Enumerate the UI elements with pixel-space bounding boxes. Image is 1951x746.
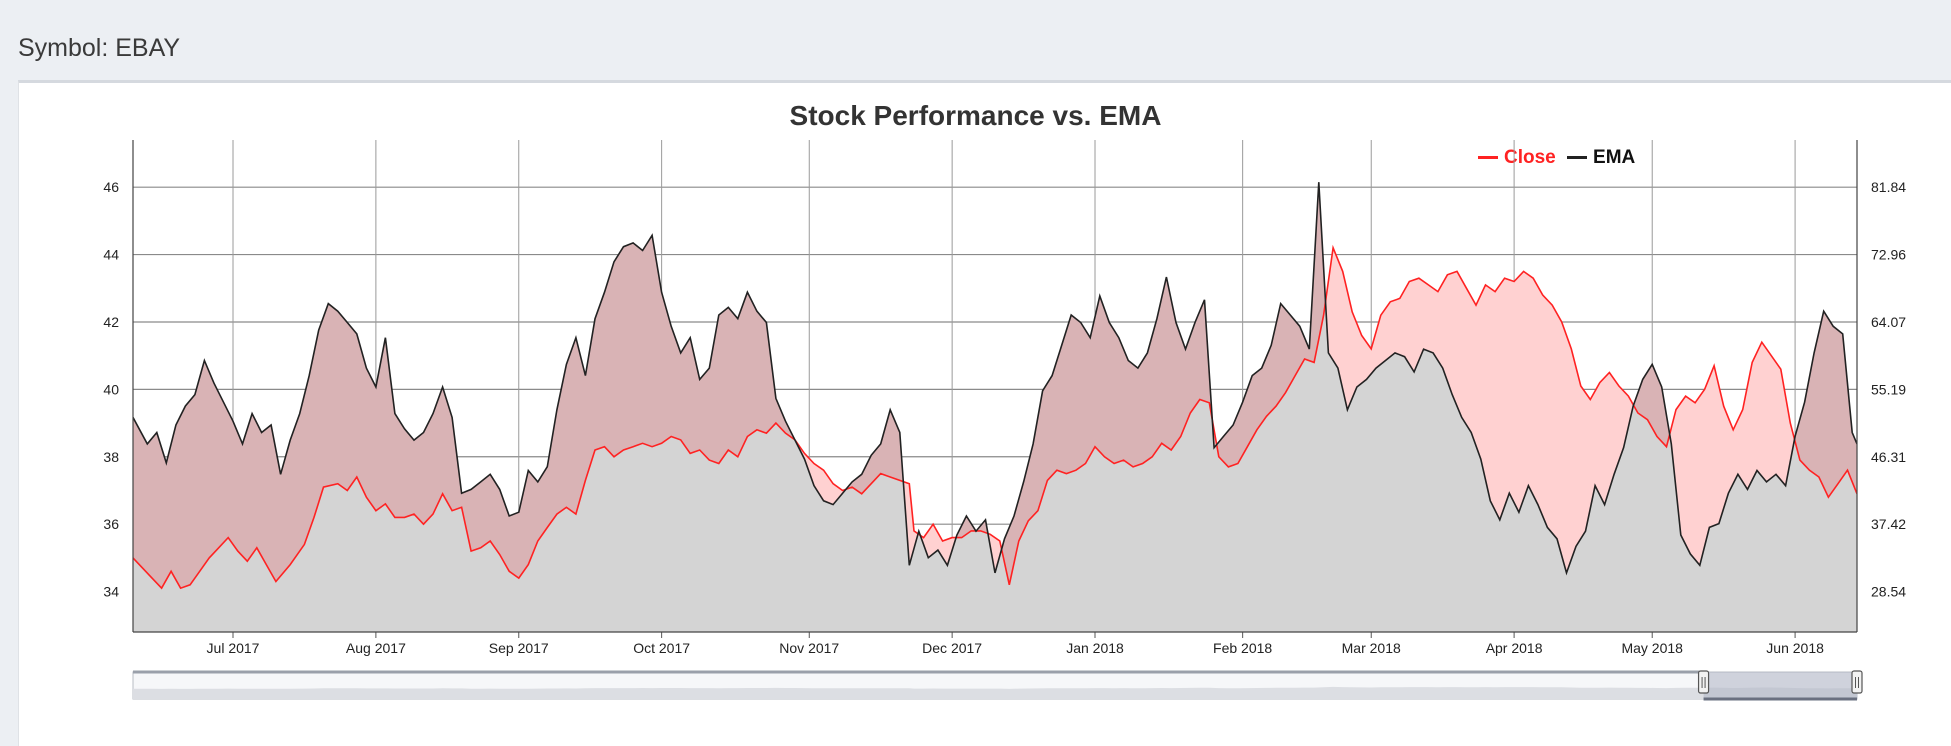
legend-item-close[interactable]: Close	[1478, 147, 1556, 169]
x-tick-label: May 2018	[1621, 640, 1683, 656]
x-tick-label: Feb 2018	[1213, 640, 1272, 656]
y-right-tick-label: 37.42	[1871, 516, 1906, 532]
chart-title: Stock Performance vs. EMA	[789, 100, 1162, 131]
x-tick-label: Dec 2017	[922, 640, 982, 656]
x-tick-label: Nov 2017	[779, 640, 839, 656]
x-tick-label: Jan 2018	[1066, 640, 1124, 656]
y-right-tick-label: 72.96	[1871, 247, 1906, 263]
y-left-tick-label: 34	[103, 584, 119, 600]
navigator-area	[133, 686, 1857, 699]
y-left-tick-label: 42	[103, 314, 119, 330]
x-tick-label: Sep 2017	[489, 640, 549, 656]
x-tick-label: Oct 2017	[633, 640, 690, 656]
y-right-tick-label: 28.54	[1871, 584, 1906, 600]
y-right-tick-label: 55.19	[1871, 381, 1906, 397]
range-navigator	[132, 670, 1863, 701]
x-tick-label: Aug 2017	[346, 640, 406, 656]
navigator-handle[interactable]	[1851, 670, 1863, 694]
ema-line	[133, 182, 1857, 576]
x-tick-label: Apr 2018	[1486, 640, 1543, 656]
x-tick-label: Jul 2017	[207, 640, 260, 656]
y-left-tick-label: 46	[103, 179, 119, 195]
legend-swatch-close	[1478, 156, 1498, 159]
x-tick-label: Mar 2018	[1342, 640, 1401, 656]
y-left-tick-label: 44	[103, 247, 119, 263]
navigator-selection	[1703, 672, 1857, 699]
legend-label-ema: EMA	[1593, 146, 1636, 168]
y-left-tick-label: 36	[103, 516, 119, 532]
symbol-header: Symbol: EBAY	[18, 34, 181, 62]
x-tick-label: Jun 2018	[1766, 640, 1824, 656]
chart-legend: Close EMA	[1478, 143, 1635, 169]
y-right-tick-label: 46.31	[1871, 449, 1906, 465]
legend-swatch-ema	[1567, 156, 1588, 159]
close-line	[133, 244, 1857, 590]
navigator-handle[interactable]	[1697, 670, 1710, 694]
y-right-tick-label: 81.84	[1871, 179, 1906, 195]
y-left-tick-label: 40	[103, 381, 119, 397]
y-right-tick-label: 64.07	[1871, 314, 1906, 330]
axes: 34 28.54 36 37.42 38 46.31 40 55.19 42 64.07 44 72.…	[103, 140, 1906, 656]
legend-item-ema[interactable]: EMA	[1567, 147, 1635, 169]
y-left-tick-label: 38	[103, 449, 119, 465]
legend-label-close: Close	[1504, 146, 1556, 168]
area-fills	[133, 182, 1857, 632]
series-lines	[133, 182, 1857, 590]
